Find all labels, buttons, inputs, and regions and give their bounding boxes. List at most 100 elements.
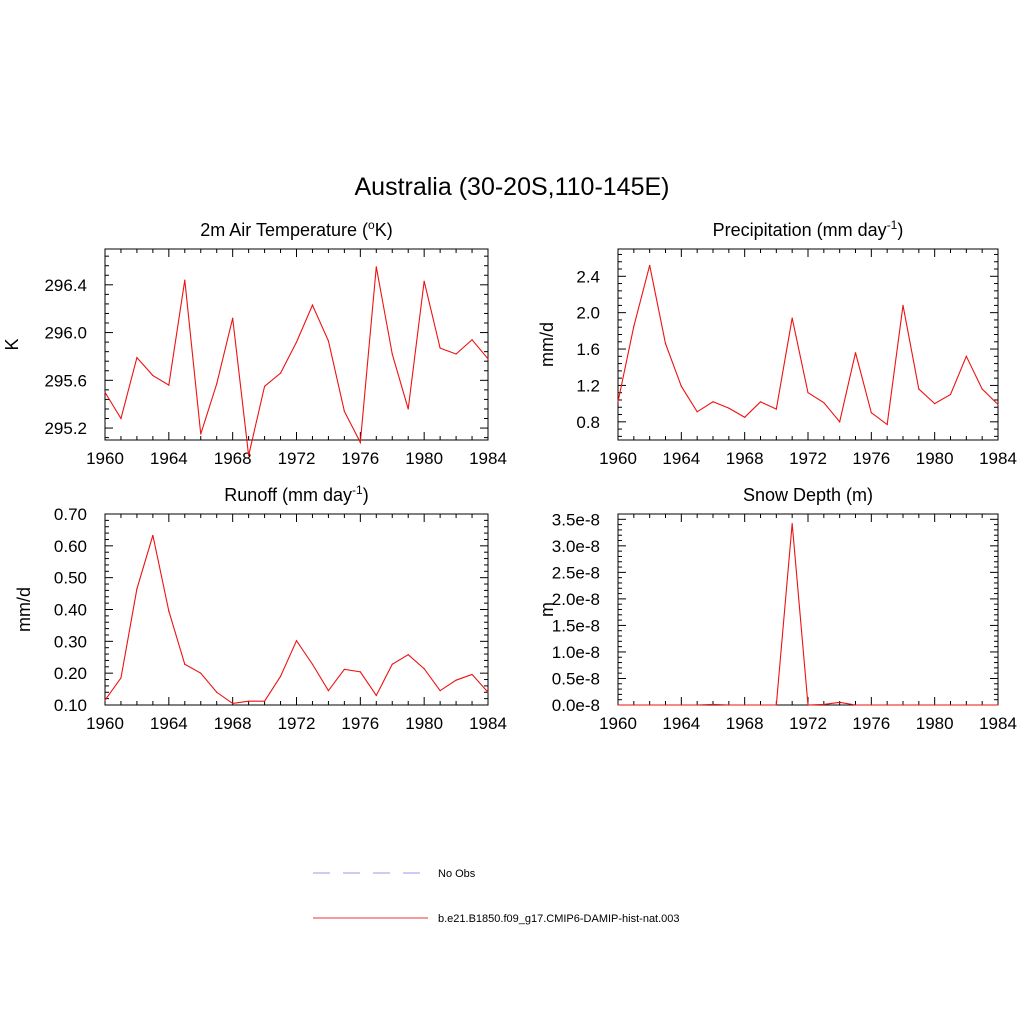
data-point [375, 266, 377, 268]
y-tick-label: 296.0 [44, 324, 87, 343]
data-point [981, 704, 983, 706]
data-point [870, 412, 872, 414]
x-tick-label: 1976 [852, 449, 890, 468]
data-point [295, 341, 298, 343]
data-point [712, 703, 714, 706]
y-tick-label: 0.50 [54, 569, 87, 588]
data-point [455, 353, 457, 355]
y-tick-label: 0.70 [54, 505, 87, 524]
data-point [839, 421, 841, 423]
panels: 1960 1964 1968 1972 1976 1980 1984 295.2 295.6 29… [2, 218, 1017, 733]
data-point [200, 672, 202, 674]
legend-label-1: No Obs [438, 868, 476, 880]
y-tick-label: 0.60 [54, 537, 87, 556]
data-point [870, 704, 872, 706]
data-point [886, 423, 888, 426]
data-point [391, 663, 393, 665]
figure-title: Australia (30-20S,110-145E) [355, 173, 670, 201]
data-point [680, 704, 682, 706]
data-point [902, 304, 904, 306]
data-point [104, 699, 106, 701]
x-tick-label: 1980 [405, 449, 443, 468]
y-tick-label: 0.30 [54, 632, 87, 651]
data-point [391, 353, 393, 355]
panel-3: 1960 1964 1968 1972 1976 1980 1984 0.10 0.20 0.30… [14, 483, 507, 733]
data-point [487, 358, 489, 360]
data-point [184, 279, 186, 281]
x-tick-label: 1964 [662, 714, 700, 733]
data-point [775, 408, 777, 410]
x-tick-label: 1972 [789, 714, 827, 733]
x-tick-label: 1968 [214, 449, 252, 468]
data-point [854, 352, 857, 354]
data-point [120, 677, 122, 679]
plot-frame [104, 513, 489, 706]
data-point [728, 407, 730, 409]
data-point [439, 347, 441, 349]
panel-4: 1960 1964 1968 1972 1976 1980 1984 0.0e-8 0.5e-8… [537, 485, 1017, 733]
panel-2: 1960 1964 1968 1972 1976 1980 1984 0.8 1.2 1.6 2.0… [537, 218, 1017, 468]
data-point [823, 402, 825, 404]
legend: No Obs b.e21.B1850.f09_g17.CMIP6-DAMIP-hi… [313, 868, 680, 925]
y-tick-label: 296.4 [44, 276, 87, 295]
data-point [649, 704, 651, 706]
data-point [216, 691, 218, 693]
data-point [152, 374, 154, 377]
data-point [359, 441, 361, 443]
x-tick-label: 1976 [341, 714, 379, 733]
data-point [343, 410, 345, 412]
series-line [617, 265, 999, 426]
data-point [981, 388, 983, 390]
y-tick-label: 0.0e-8 [552, 696, 600, 715]
data-point [439, 690, 441, 692]
data-point [216, 383, 218, 385]
data-point [423, 280, 425, 282]
data-point [248, 700, 250, 702]
plot-frame [104, 248, 489, 441]
data-point [487, 691, 489, 693]
y-tick-label: 0.20 [54, 664, 87, 683]
x-tick-label: 1968 [726, 714, 764, 733]
data-point [359, 671, 361, 673]
data-point [918, 704, 920, 706]
data-point [902, 704, 904, 706]
panel-1: 1960 1964 1968 1972 1976 1980 1984 295.2 295.6 29… [2, 218, 507, 468]
data-point [807, 704, 809, 706]
x-tick-label: 1980 [405, 714, 443, 733]
data-point [997, 403, 999, 406]
data-point [791, 522, 793, 525]
data-point [471, 673, 473, 676]
data-point [712, 401, 714, 403]
data-point [617, 401, 619, 403]
data-point [633, 325, 635, 327]
data-point [136, 588, 138, 590]
data-point [263, 700, 266, 702]
data-point [680, 385, 682, 387]
y-axis-label: mm/d [537, 322, 557, 367]
data-point [184, 663, 186, 665]
y-tick-label: 2.5e-8 [552, 563, 600, 582]
y-tick-label: 2.4 [576, 267, 600, 286]
data-point [886, 704, 888, 706]
series-line [104, 266, 489, 456]
data-point [949, 704, 952, 706]
data-point [311, 304, 314, 306]
data-point [633, 704, 635, 706]
y-tick-label: 3.0e-8 [552, 537, 600, 556]
panel-title: 2m Air Temperature (oK) [200, 218, 392, 240]
data-point [168, 384, 170, 386]
data-point [617, 704, 619, 706]
data-point [696, 704, 698, 706]
x-tick-label: 1980 [916, 714, 954, 733]
x-tick-label: 1984 [469, 714, 507, 733]
data-point [807, 392, 809, 394]
x-tick-label: 1980 [916, 449, 954, 468]
y-tick-label: 2.0 [576, 304, 600, 323]
data-point [775, 704, 777, 706]
x-tick-label: 1976 [852, 714, 890, 733]
data-point [232, 702, 234, 705]
data-point [327, 690, 330, 692]
x-tick-label: 1972 [278, 449, 316, 468]
data-point [949, 393, 952, 396]
data-point [232, 317, 234, 319]
